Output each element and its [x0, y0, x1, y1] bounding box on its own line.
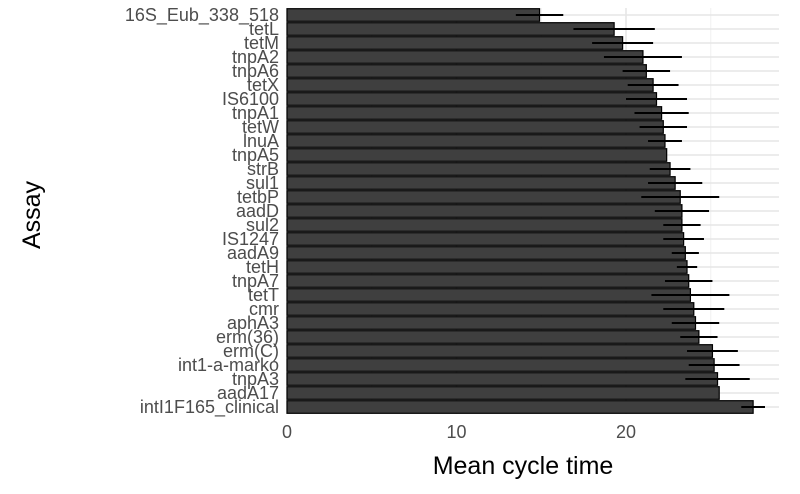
y-tick-label: sul1 — [246, 173, 279, 193]
bar — [286, 386, 720, 400]
y-tick-label: tnpA2 — [232, 47, 279, 67]
y-tick-label: sul2 — [246, 215, 279, 235]
y-tick-label: tetbP — [237, 187, 279, 207]
bar — [286, 78, 654, 92]
bar — [286, 50, 644, 64]
x-tick-label: 0 — [282, 422, 292, 442]
bar — [286, 218, 683, 232]
y-tick-label: tetH — [246, 257, 279, 277]
bars — [286, 8, 754, 414]
y-tick-label: 16S_Eub_338_518 — [125, 5, 279, 26]
bar — [286, 232, 685, 246]
bar — [286, 22, 615, 36]
y-tick-label: tnpA1 — [232, 103, 279, 123]
y-tick-label: tetT — [248, 285, 279, 305]
bar — [286, 120, 664, 134]
x-tick-label: 10 — [446, 422, 466, 442]
y-tick-label: IS1247 — [222, 229, 279, 249]
y-tick-label: IS6100 — [222, 89, 279, 109]
y-tick-label: aadA9 — [227, 243, 279, 263]
bar — [286, 246, 686, 260]
y-tick-label: aadD — [236, 201, 279, 221]
y-tick-label: tnpA3 — [232, 369, 279, 389]
y-tick-label: strB — [247, 159, 279, 179]
x-axis-title: Mean cycle time — [433, 452, 614, 480]
y-tick-label: tetM — [244, 33, 279, 53]
y-axis-title: Assay — [18, 180, 46, 249]
y-tick-labels: 16S_Eub_338_518tetLtetMtnpA2tnpA6tetXIS6… — [125, 5, 279, 418]
y-tick-label: intI1F165_clinical — [140, 397, 279, 418]
y-tick-label: erm(C) — [223, 341, 279, 361]
bar — [286, 302, 695, 316]
y-tick-label: aadA17 — [217, 383, 279, 403]
y-tick-label: tetL — [249, 19, 279, 39]
y-tick-label: aphA3 — [227, 313, 279, 333]
bar — [286, 176, 676, 190]
bar — [286, 204, 683, 218]
bar — [286, 148, 668, 162]
y-tick-label: tetW — [242, 117, 279, 137]
bar — [286, 344, 714, 358]
x-tick-labels: 0 10 20 — [282, 422, 636, 442]
bar — [286, 36, 624, 50]
bar — [286, 260, 688, 274]
bar — [286, 288, 692, 302]
bar — [286, 134, 666, 148]
y-tick-label: int1-a-marko — [178, 355, 279, 375]
y-tick-label: tnpA6 — [232, 61, 279, 81]
y-tick-label: cmr — [249, 299, 279, 319]
x-tick-label: 20 — [616, 422, 636, 442]
bar — [286, 106, 663, 120]
y-tick-label: lnuA — [243, 131, 279, 151]
y-tick-label: erm(36) — [216, 327, 279, 347]
bar — [286, 358, 715, 372]
bar — [286, 400, 754, 414]
y-tick-label: tnpA7 — [232, 271, 279, 291]
bar — [286, 92, 658, 106]
bar — [286, 64, 647, 78]
bar — [286, 274, 690, 288]
bar — [286, 316, 697, 330]
bar — [286, 162, 671, 176]
bar — [286, 372, 719, 386]
y-tick-label: tnpA5 — [232, 145, 279, 165]
bar — [286, 330, 700, 344]
error-bars — [515, 14, 765, 408]
y-tick-label: tetX — [247, 75, 279, 95]
bar — [286, 8, 541, 22]
bar — [286, 190, 681, 204]
